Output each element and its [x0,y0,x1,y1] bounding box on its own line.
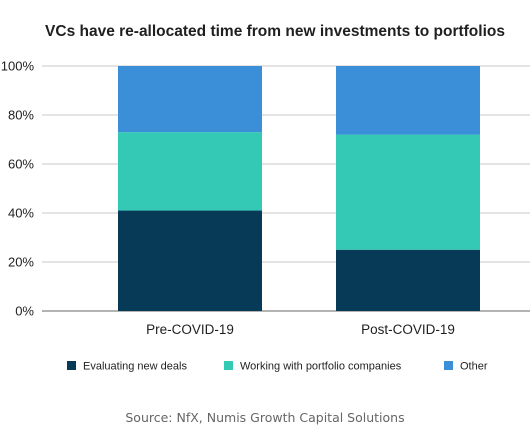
x-category-label: Pre-COVID-19 [146,322,234,337]
bars [118,66,480,311]
legend-item: Other [444,361,488,373]
y-tick-label: 20% [8,255,34,270]
legend-label: Other [460,361,488,373]
chart-title: VCs have re-allocated time from new inve… [45,23,505,40]
legend-item: Working with portfolio companies [224,361,402,373]
bar-segment [336,134,480,250]
legend-swatch [444,361,453,370]
legend-swatch [67,361,76,370]
legend: Evaluating new deals Working with portfol… [67,361,488,373]
y-tick-label: 60% [8,157,34,172]
bar-segment [118,132,262,211]
legend-label: Evaluating new deals [83,361,187,373]
bar-segment [118,210,262,311]
x-category-label: Post-COVID-19 [361,322,455,337]
bar-segment [118,66,262,133]
bar-stack [118,66,262,311]
legend-swatch [224,361,233,370]
bar-stack [336,66,480,311]
legend-item: Evaluating new deals [67,361,187,373]
source-note: Source: NfX, Numis Growth Capital Soluti… [125,410,404,425]
y-axis-tick-labels: 0% 20% 40% 60% 80% 100% [1,59,35,319]
y-tick-label: 100% [1,59,35,74]
legend-label: Working with portfolio companies [240,361,402,373]
y-tick-label: 40% [8,206,34,221]
bar-segment [336,66,480,135]
bar-segment [336,249,480,311]
x-axis-category-labels: Pre-COVID-19 Post-COVID-19 [146,322,455,337]
y-tick-label: 0% [15,304,34,319]
y-tick-label: 80% [8,108,34,123]
